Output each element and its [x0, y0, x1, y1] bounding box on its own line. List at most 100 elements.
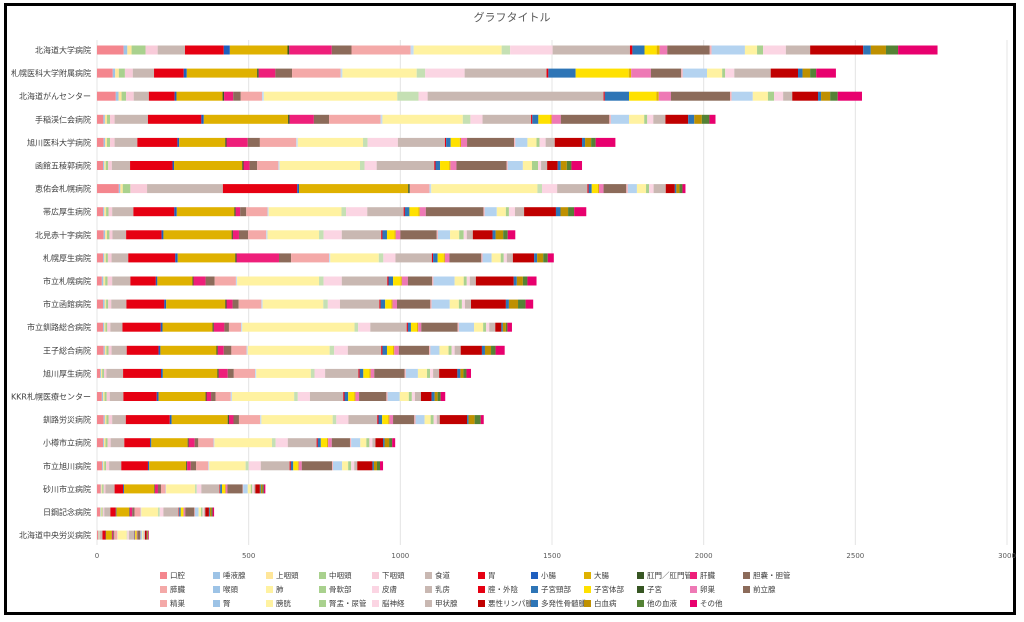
bar-segment: [249, 161, 258, 170]
bar-segment: [505, 299, 509, 309]
bar-segment: [246, 207, 268, 217]
legend-swatch: [743, 572, 750, 579]
legend-swatch: [372, 600, 379, 607]
bar-segment: [121, 91, 127, 101]
bar-segment: [147, 530, 149, 540]
bar-segment: [323, 276, 342, 286]
bar-segment: [821, 91, 831, 101]
bar-segment: [163, 230, 232, 240]
bar-segment: [604, 91, 630, 101]
bar-segment: [109, 230, 113, 240]
bar-segment: [313, 114, 330, 124]
bar-segment: [647, 114, 654, 124]
bar-segment: [483, 207, 485, 217]
legend-label: 肺: [276, 585, 284, 594]
bar-segment: [205, 276, 215, 286]
bar-segment: [389, 415, 394, 425]
bar-segment: [495, 230, 504, 240]
bar-segment: [574, 207, 587, 217]
bar-segment: [513, 276, 517, 286]
bar-segment: [515, 137, 528, 147]
bar-segment: [532, 114, 539, 124]
bar-segment: [109, 392, 124, 401]
bar-segment: [394, 230, 396, 240]
bar-segment: [262, 91, 264, 101]
bar-segment: [257, 68, 259, 78]
bar-segment: [105, 161, 109, 170]
bar-segment: [111, 253, 129, 263]
bar-segment: [342, 68, 417, 78]
bar-segment: [289, 114, 314, 124]
legend-label: その他: [700, 598, 723, 608]
bar-segment: [505, 207, 509, 217]
bar-segment: [105, 530, 106, 540]
bar-segment: [178, 507, 180, 517]
bar-segment: [332, 461, 343, 471]
bar-segment: [537, 253, 544, 263]
bar-segment: [425, 68, 465, 78]
bar-segment: [248, 230, 267, 240]
bar-segment: [506, 253, 513, 263]
bar-segment: [247, 345, 330, 355]
bar-segment: [104, 161, 106, 170]
bar-segment: [104, 114, 108, 124]
bar-segment: [461, 299, 465, 309]
bar-segment: [233, 91, 241, 101]
bar-segment: [137, 530, 141, 540]
bar-segment: [392, 438, 396, 448]
bar-segment: [319, 230, 324, 240]
bar-segment: [546, 68, 549, 78]
bar-segment: [377, 415, 379, 425]
bar-segment: [380, 299, 386, 309]
legend-label: 大腸: [594, 570, 609, 580]
bar-segment: [297, 392, 310, 401]
bar-segment: [146, 530, 148, 540]
bar-segment: [97, 392, 102, 401]
bar-segment: [393, 276, 401, 286]
bar-segment: [114, 137, 138, 147]
bar-segment: [185, 507, 195, 517]
bar-segment: [658, 91, 671, 101]
bar-segment: [242, 161, 244, 170]
bar-segment: [595, 137, 616, 147]
bar-segment: [711, 45, 745, 55]
legend-swatch: [584, 600, 591, 607]
bar-segment: [287, 438, 317, 448]
bar-segment: [227, 484, 243, 494]
bar-segment: [342, 461, 349, 471]
bar-segment: [266, 230, 268, 240]
bar-segment: [169, 415, 172, 425]
bar-segment: [363, 137, 368, 147]
bar-segment: [110, 114, 115, 124]
legend-swatch: [213, 600, 220, 607]
bar-segment: [134, 530, 136, 540]
legend-label: 乳房: [435, 584, 450, 594]
bar-segment: [830, 91, 838, 101]
bar-segment: [730, 91, 732, 101]
bar-segment: [101, 484, 103, 494]
bar-segment: [203, 507, 206, 517]
bar-segment: [227, 415, 229, 425]
bar-segment: [157, 507, 160, 517]
legend-swatch: [160, 600, 167, 607]
bar-segment: [463, 230, 467, 240]
bar-segment: [659, 45, 668, 55]
bar-segment: [591, 184, 598, 194]
bar-segment: [328, 438, 332, 448]
bar-segment: [111, 299, 127, 309]
bar-segment: [626, 184, 628, 194]
bar-segment: [545, 137, 555, 147]
bar-segment: [268, 207, 342, 217]
bar-segment: [214, 276, 236, 286]
bar-segment: [237, 276, 320, 286]
bar-segment: [260, 415, 262, 425]
bar-segment: [267, 230, 320, 240]
legend-label: 脳神経: [382, 598, 405, 608]
bar-segment: [97, 530, 99, 540]
bar-segment: [279, 253, 292, 263]
bar-segment: [518, 299, 526, 309]
bar-segment: [252, 484, 254, 494]
bar-segment: [279, 161, 360, 170]
bar-segment: [582, 137, 586, 147]
